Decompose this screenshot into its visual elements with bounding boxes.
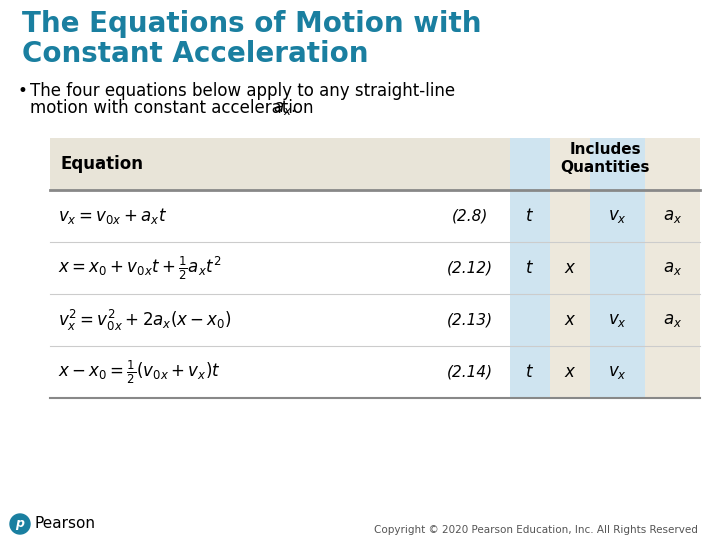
Text: $x$: $x$ (564, 259, 576, 277)
Text: $t$: $t$ (526, 259, 534, 277)
Text: Equation: Equation (60, 155, 143, 173)
Bar (590, 190, 645, 398)
Text: $x$: $x$ (564, 363, 576, 381)
Text: $v_x$: $v_x$ (608, 207, 627, 225)
Text: Pearson: Pearson (34, 516, 95, 531)
Text: $v_x$: $v_x$ (608, 363, 627, 381)
Text: (2.12): (2.12) (447, 260, 493, 275)
Text: $t$: $t$ (526, 207, 534, 225)
Text: $x = x_0 + v_{0x}t + \frac{1}{2}a_x t^2$: $x = x_0 + v_{0x}t + \frac{1}{2}a_x t^2$ (58, 254, 222, 282)
Text: Quantities: Quantities (560, 160, 649, 175)
Text: p: p (16, 517, 24, 530)
Text: Constant Acceleration: Constant Acceleration (22, 40, 369, 68)
Text: Includes: Includes (570, 142, 641, 157)
Text: (2.13): (2.13) (447, 313, 493, 327)
Text: motion with constant acceleration: motion with constant acceleration (30, 99, 319, 117)
Text: $x - x_0 = \frac{1}{2}(v_{0x} + v_x)t$: $x - x_0 = \frac{1}{2}(v_{0x} + v_x)t$ (58, 359, 220, 386)
Bar (550, 190, 590, 398)
Text: The four equations below apply to any straight-line: The four equations below apply to any st… (30, 82, 455, 100)
Text: $a_x$.: $a_x$. (273, 99, 296, 117)
Text: (2.14): (2.14) (447, 364, 493, 380)
Bar (645, 138, 700, 190)
Text: The Equations of Motion with: The Equations of Motion with (22, 10, 482, 38)
Text: $v_x$: $v_x$ (608, 311, 627, 329)
Text: Copyright © 2020 Pearson Education, Inc. All Rights Reserved: Copyright © 2020 Pearson Education, Inc.… (374, 525, 698, 535)
Circle shape (10, 514, 30, 534)
Text: •: • (18, 82, 28, 100)
Text: $a_x$: $a_x$ (663, 207, 682, 225)
Bar (550, 138, 590, 190)
Text: $t$: $t$ (526, 363, 534, 381)
Text: $x$: $x$ (564, 311, 576, 329)
Text: $v_x^2 = v_{0x}^2 + 2a_x(x - x_0)$: $v_x^2 = v_{0x}^2 + 2a_x(x - x_0)$ (58, 307, 232, 333)
Text: (2.8): (2.8) (452, 208, 488, 224)
Bar (645, 190, 700, 398)
Bar (590, 138, 645, 190)
Bar (510, 190, 550, 398)
Bar (510, 138, 550, 190)
Text: $v_x = v_{0x} + a_x t$: $v_x = v_{0x} + a_x t$ (58, 206, 167, 226)
Text: $a_x$: $a_x$ (663, 311, 682, 329)
Bar (50, 138, 700, 190)
Text: $a_x$: $a_x$ (663, 259, 682, 277)
